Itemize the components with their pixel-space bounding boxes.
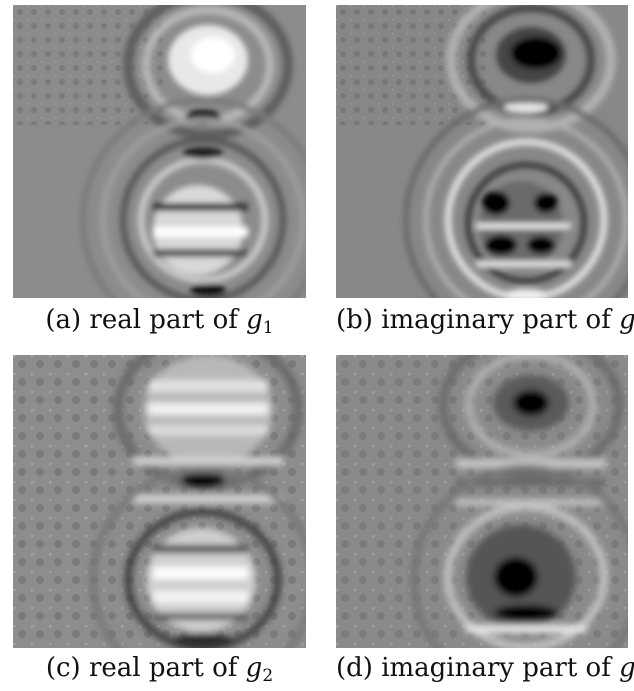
caption-c-text: (c) real part of [45,653,246,683]
caption-d-symbol: g [619,653,634,683]
imaginary-part-g1-image [336,5,628,298]
caption-c: (c) real part of g2 [13,653,306,691]
panel-a-image [13,5,306,298]
real-part-g2-image [13,355,306,648]
real-part-g1-image [13,5,306,298]
panel-b-image [336,5,628,298]
imaginary-part-g2-image [336,355,628,648]
caption-c-symbol: g [245,653,263,683]
caption-a-text: (a) real part of [45,305,247,335]
caption-a-subscript: 1 [262,318,274,338]
caption-d: (d) imaginary part of g2 [336,653,634,691]
caption-d-text: (d) imaginary part of [336,653,620,683]
panel-d-image [336,355,628,648]
caption-c-subscript: 2 [262,666,274,686]
caption-b: (b) imaginary part of g1 [336,305,634,343]
caption-b-text: (b) imaginary part of [336,305,620,335]
panel-c-image [13,355,306,648]
caption-b-symbol: g [619,305,634,335]
caption-a-symbol: g [246,305,263,335]
caption-a: (a) real part of g1 [13,305,306,343]
